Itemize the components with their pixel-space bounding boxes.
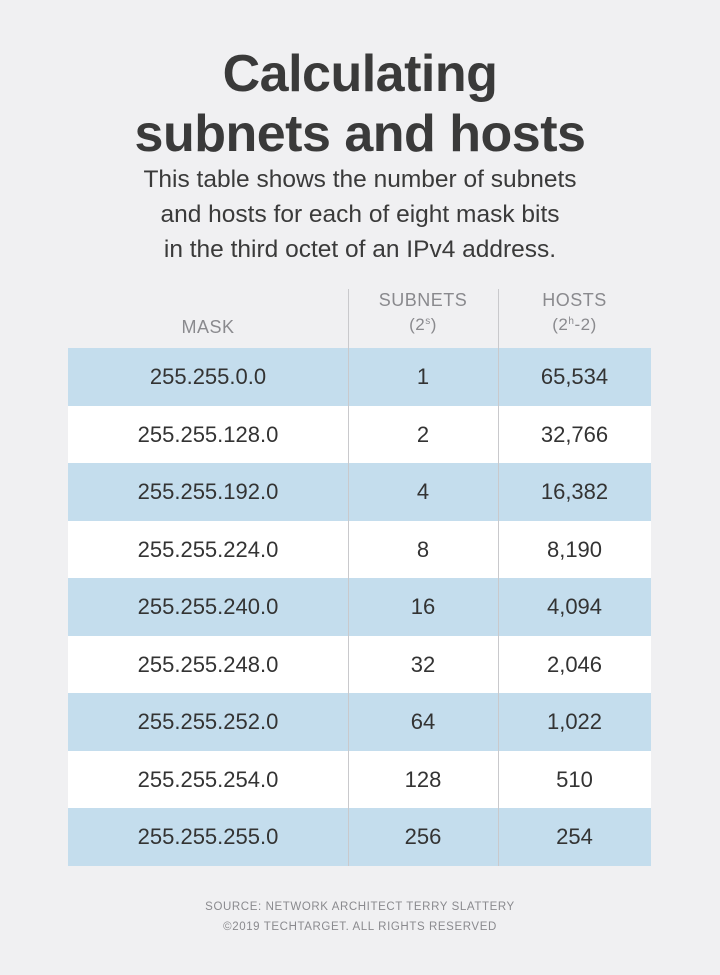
header-mask: MASK xyxy=(68,316,348,338)
table-header: MASK SUBNETS (2s) HOSTS (2h-2) xyxy=(68,289,651,348)
table-row: 255.255.0.0 1 65,534 xyxy=(68,348,651,406)
hosts-cell: 2,046 xyxy=(546,651,603,677)
title-line-1: Calculating xyxy=(222,45,498,103)
subnets-formula-exp: s xyxy=(425,316,431,327)
column-divider xyxy=(498,289,499,866)
mask-cell: 255.255.224.0 xyxy=(137,536,279,562)
hosts-cell: 4,094 xyxy=(546,594,603,619)
hosts-cell: 16,382 xyxy=(540,479,609,504)
mask-cell: 255.255.240.0 xyxy=(137,594,279,619)
source-line: SOURCE: NETWORK ARCHITECT TERRY SLATTERY xyxy=(205,901,515,913)
header-subnets-formula: (2s) xyxy=(348,311,498,336)
mask-cell: 255.255.252.0 xyxy=(137,709,279,734)
header-subnets-label: SUBNETS xyxy=(378,290,468,310)
table-row: 255.255.252.0 64 1,022 xyxy=(68,693,651,751)
mask-cell: 255.255.192.0 xyxy=(137,479,279,504)
subtitle-line-2: and hosts for each of eight mask bits xyxy=(160,201,560,228)
table-row: 255.255.192.0 4 16,382 xyxy=(68,463,651,521)
table-row: 255.255.255.0 256 254 xyxy=(68,808,651,866)
mask-cell: 255.255.128.0 xyxy=(137,421,279,447)
subnets-cell: 32 xyxy=(410,651,436,677)
table-row: 255.255.224.0 8 8,190 xyxy=(68,520,651,578)
source-credit: SOURCE: NETWORK ARCHITECT TERRY SLATTERY… xyxy=(0,897,720,937)
subnets-formula-base: (2 xyxy=(409,315,426,334)
subnets-cell: 1 xyxy=(416,364,430,389)
hosts-cell: 32,766 xyxy=(540,421,609,447)
hosts-cell: 254 xyxy=(556,824,593,849)
table-row: 255.255.128.0 2 32,766 xyxy=(68,405,651,463)
header-hosts-label: HOSTS xyxy=(542,290,607,310)
subnets-cell: 4 xyxy=(416,479,430,504)
subnets-cell: 64 xyxy=(410,709,436,734)
subnets-cell: 256 xyxy=(404,824,442,849)
subnets-cell: 128 xyxy=(404,766,442,792)
hosts-cell: 510 xyxy=(556,766,593,792)
page-title: Calculating subnets and hosts xyxy=(0,44,720,164)
subnet-table: MASK SUBNETS (2s) HOSTS (2h-2) 255.255.0… xyxy=(68,289,651,866)
mask-cell: 255.255.254.0 xyxy=(137,766,279,792)
hosts-formula-end: -2) xyxy=(574,315,597,334)
subtitle-line-1: This table shows the number of subnets xyxy=(143,166,577,193)
subnets-cell: 16 xyxy=(410,594,436,619)
mask-cell: 255.255.248.0 xyxy=(137,651,279,677)
title-line-2: subnets and hosts xyxy=(134,105,586,163)
table-row: 255.255.254.0 128 510 xyxy=(68,750,651,808)
subtitle-line-3: in the third octet of an IPv4 address. xyxy=(163,236,557,263)
hosts-cell: 65,534 xyxy=(540,364,609,389)
subnets-cell: 2 xyxy=(416,421,430,447)
header-hosts-formula: (2h-2) xyxy=(498,311,651,336)
mask-cell: 255.255.255.0 xyxy=(137,824,279,849)
table-body: 255.255.0.0 1 65,534 255.255.128.0 2 32,… xyxy=(68,348,651,866)
header-subnets: SUBNETS (2s) xyxy=(348,289,498,336)
subnets-cell: 8 xyxy=(416,536,430,562)
table-row: 255.255.248.0 32 2,046 xyxy=(68,635,651,693)
header-mask-label: MASK xyxy=(181,317,235,337)
hosts-formula-base: (2 xyxy=(552,315,569,334)
hosts-formula-exp: h xyxy=(568,316,575,327)
subtitle: This table shows the number of subnets a… xyxy=(0,162,720,267)
mask-cell: 255.255.0.0 xyxy=(149,364,267,389)
column-divider xyxy=(348,289,349,866)
copyright-line: ©2019 TECHTARGET. ALL RIGHTS RESERVED xyxy=(223,921,497,933)
subnets-formula-end: ) xyxy=(430,315,437,334)
hosts-cell: 1,022 xyxy=(546,709,603,734)
header-hosts: HOSTS (2h-2) xyxy=(498,289,651,336)
table-row: 255.255.240.0 16 4,094 xyxy=(68,578,651,636)
hosts-cell: 8,190 xyxy=(546,536,603,562)
